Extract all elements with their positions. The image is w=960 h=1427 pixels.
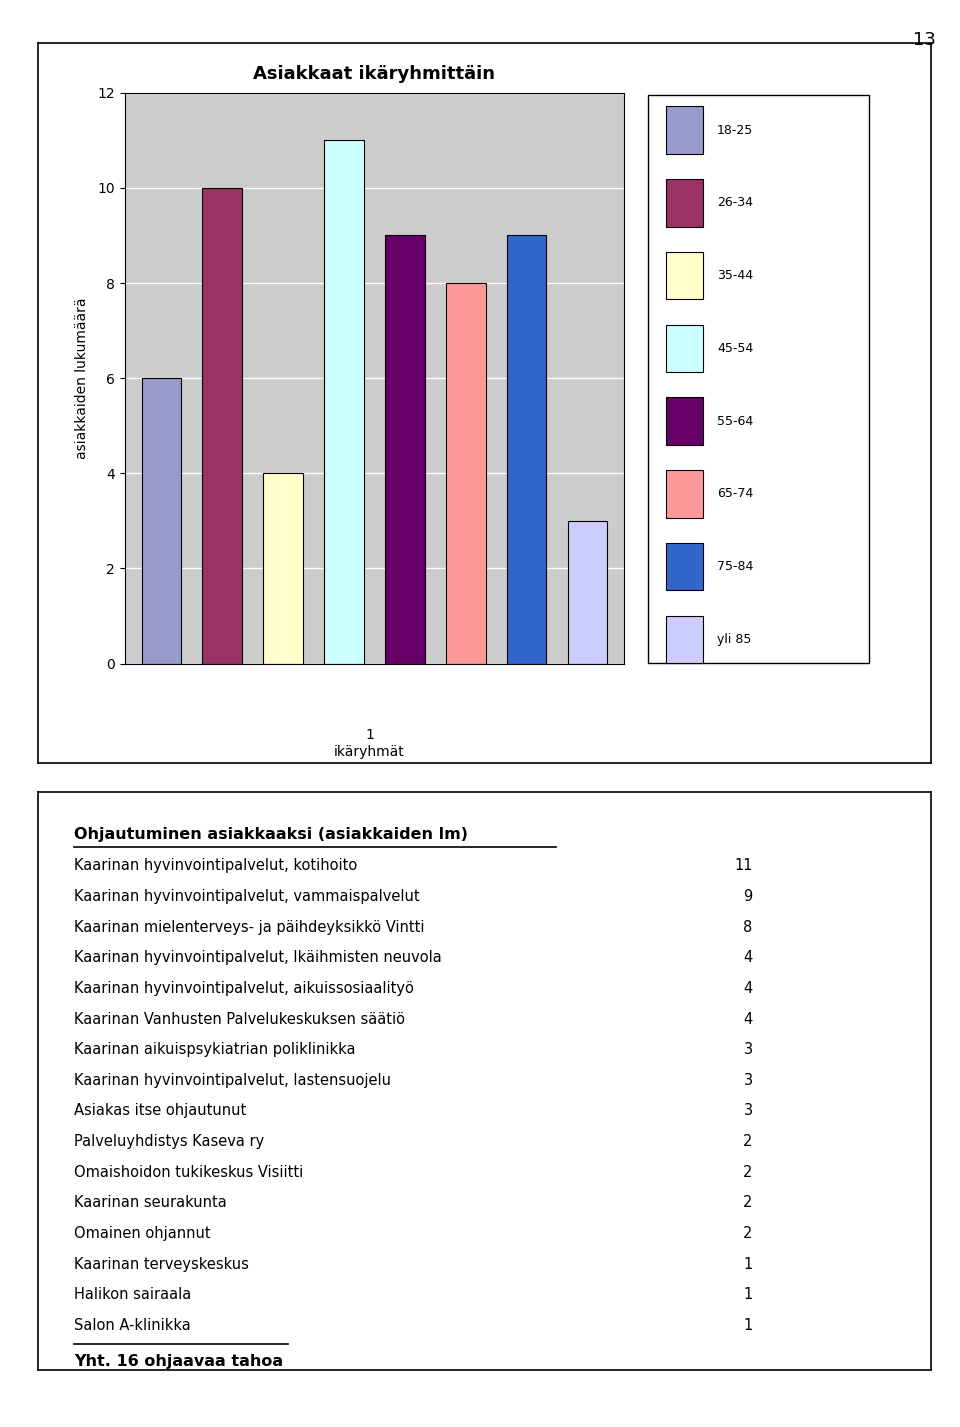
Text: Palveluyhdistys Kaseva ry: Palveluyhdistys Kaseva ry	[74, 1134, 264, 1149]
Text: 13: 13	[913, 31, 936, 50]
Text: 3: 3	[743, 1103, 753, 1119]
Text: 55-64: 55-64	[717, 415, 754, 428]
Text: 1: 1	[365, 728, 374, 742]
Text: Asiakas itse ohjautunut: Asiakas itse ohjautunut	[74, 1103, 247, 1119]
Text: yli 85: yli 85	[717, 634, 752, 646]
Bar	[666, 325, 703, 372]
Bar	[141, 378, 181, 664]
Bar	[666, 253, 703, 300]
Text: 2: 2	[743, 1226, 753, 1241]
Text: ikäryhmät: ikäryhmät	[334, 745, 405, 759]
Bar	[567, 521, 608, 664]
Text: Kaarinan Vanhusten Palvelukeskuksen säätiö: Kaarinan Vanhusten Palvelukeskuksen säät…	[74, 1012, 405, 1026]
Text: Ohjautuminen asiakkaaksi (asiakkaiden lm): Ohjautuminen asiakkaaksi (asiakkaiden lm…	[74, 826, 468, 842]
Bar	[507, 235, 546, 664]
Text: 45-54: 45-54	[717, 342, 754, 355]
Text: Kaarinan seurakunta: Kaarinan seurakunta	[74, 1196, 227, 1210]
Bar	[446, 283, 486, 664]
Text: Omaishoidon tukikeskus Visiitti: Omaishoidon tukikeskus Visiitti	[74, 1164, 303, 1180]
Text: 35-44: 35-44	[717, 270, 753, 283]
Y-axis label: asiakkaiden lukumäärä: asiakkaiden lukumäärä	[75, 297, 89, 459]
Text: 11: 11	[734, 859, 753, 873]
Text: 9: 9	[743, 889, 753, 905]
Text: 3: 3	[743, 1073, 753, 1087]
Text: Kaarinan hyvinvointipalvelut, Ikäihmisten neuvola: Kaarinan hyvinvointipalvelut, Ikäihmiste…	[74, 950, 442, 965]
Text: 4: 4	[743, 950, 753, 965]
Bar	[666, 544, 703, 591]
Text: 26-34: 26-34	[717, 197, 753, 210]
Text: 1: 1	[743, 1287, 753, 1303]
Bar	[203, 188, 242, 664]
Text: Kaarinan hyvinvointipalvelut, kotihoito: Kaarinan hyvinvointipalvelut, kotihoito	[74, 859, 357, 873]
Text: Omainen ohjannut: Omainen ohjannut	[74, 1226, 211, 1241]
Text: Kaarinan hyvinvointipalvelut, vammaispalvelut: Kaarinan hyvinvointipalvelut, vammaispal…	[74, 889, 420, 905]
Text: 3: 3	[743, 1042, 753, 1057]
Text: 65-74: 65-74	[717, 488, 754, 501]
Text: Halikon sairaala: Halikon sairaala	[74, 1287, 191, 1303]
Text: Kaarinan hyvinvointipalvelut, lastensuojelu: Kaarinan hyvinvointipalvelut, lastensuoj…	[74, 1073, 391, 1087]
Text: 1: 1	[743, 1257, 753, 1271]
Bar	[324, 140, 364, 664]
Text: 18-25: 18-25	[717, 124, 754, 137]
Text: Kaarinan hyvinvointipalvelut, aikuissosiaalityö: Kaarinan hyvinvointipalvelut, aikuissosi…	[74, 980, 414, 996]
Text: 2: 2	[743, 1134, 753, 1149]
Text: 75-84: 75-84	[717, 561, 754, 574]
Text: 2: 2	[743, 1164, 753, 1180]
Text: 4: 4	[743, 1012, 753, 1026]
Bar	[666, 471, 703, 518]
Title: Asiakkaat ikäryhmittäin: Asiakkaat ikäryhmittäin	[253, 64, 495, 83]
Text: 8: 8	[743, 920, 753, 935]
Bar	[385, 235, 424, 664]
Text: 4: 4	[743, 980, 753, 996]
Bar	[666, 107, 703, 154]
Text: Salon A-klinikka: Salon A-klinikka	[74, 1319, 191, 1333]
Text: 2: 2	[743, 1196, 753, 1210]
Text: Kaarinan terveyskeskus: Kaarinan terveyskeskus	[74, 1257, 249, 1271]
Text: Yht. 16 ohjaavaa tahoa: Yht. 16 ohjaavaa tahoa	[74, 1354, 283, 1370]
Bar	[263, 474, 302, 664]
Bar	[666, 180, 703, 227]
FancyBboxPatch shape	[648, 94, 869, 664]
Text: Kaarinan aikuispsykiatrian poliklinikka: Kaarinan aikuispsykiatrian poliklinikka	[74, 1042, 355, 1057]
Bar	[666, 616, 703, 664]
Text: 1: 1	[743, 1319, 753, 1333]
Text: Kaarinan mielenterveys- ja päihdeyksikkö Vintti: Kaarinan mielenterveys- ja päihdeyksikkö…	[74, 920, 424, 935]
Bar	[666, 398, 703, 445]
